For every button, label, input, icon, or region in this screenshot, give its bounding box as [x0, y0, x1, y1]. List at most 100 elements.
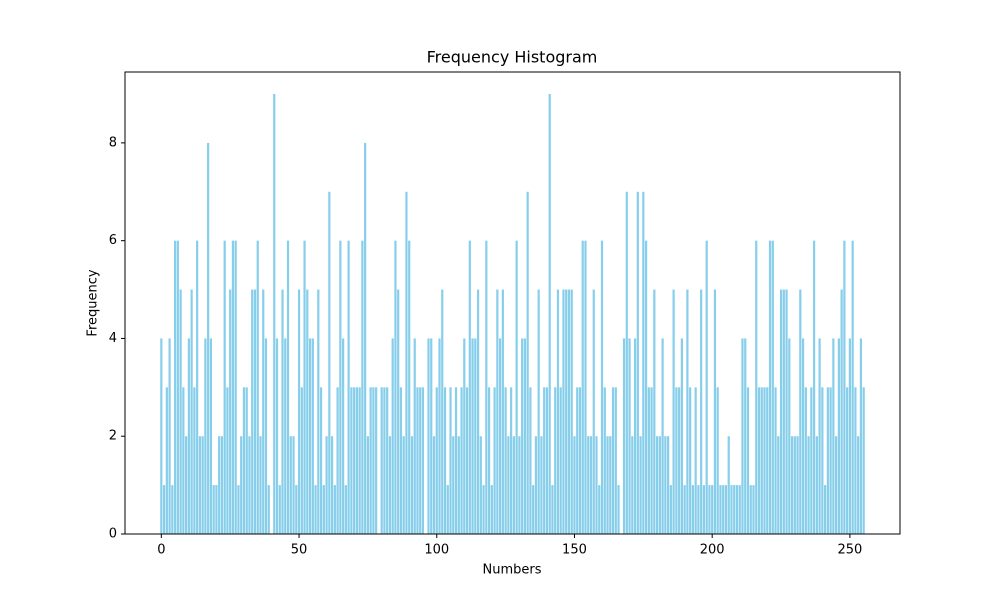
bar: [289, 436, 292, 534]
bar: [476, 289, 480, 534]
bar: [507, 436, 510, 534]
bar: [179, 289, 182, 534]
bar: [807, 436, 810, 534]
bar: [314, 485, 317, 534]
y-tick-label: 0: [109, 527, 117, 542]
bar: [468, 240, 471, 534]
bar: [782, 289, 785, 534]
bar: [515, 240, 518, 534]
bar: [719, 485, 722, 534]
bar: [763, 387, 766, 534]
bar: [686, 289, 689, 534]
bar: [333, 485, 336, 534]
bar: [757, 387, 761, 534]
bar: [347, 240, 350, 534]
bar: [432, 436, 436, 534]
bar: [554, 387, 557, 534]
bar: [430, 338, 433, 534]
bar: [416, 387, 419, 534]
bar: [275, 338, 279, 534]
bar: [771, 240, 774, 534]
bar: [570, 289, 573, 534]
bar: [598, 485, 601, 534]
bar: [636, 191, 639, 534]
bar: [421, 387, 425, 534]
y-tick-label: 6: [109, 233, 117, 248]
bar: [253, 289, 257, 534]
bar: [375, 387, 378, 534]
bar: [788, 338, 791, 534]
bar: [251, 289, 254, 534]
bar: [284, 338, 287, 534]
bar: [518, 436, 521, 534]
bar: [675, 387, 678, 534]
bar: [306, 289, 309, 534]
bar: [248, 436, 251, 534]
bar: [799, 289, 802, 534]
bar: [361, 240, 364, 534]
bar: [479, 436, 482, 534]
bar: [733, 485, 736, 534]
bar: [766, 387, 769, 534]
bar: [457, 436, 460, 534]
bar: [322, 485, 325, 534]
bar: [463, 338, 466, 534]
bar: [471, 338, 474, 534]
bar: [556, 289, 560, 534]
bar: [672, 289, 675, 534]
bar: [790, 436, 794, 534]
bar: [413, 338, 416, 534]
bar: [229, 289, 232, 534]
bar: [496, 289, 499, 534]
bar: [835, 436, 838, 534]
bar: [603, 387, 606, 534]
bar: [846, 387, 849, 534]
bar: [779, 289, 783, 534]
bar: [777, 436, 780, 534]
bar: [724, 485, 728, 534]
bar: [512, 436, 515, 534]
bar: [443, 387, 447, 534]
bar: [796, 436, 799, 534]
bar: [606, 436, 609, 534]
bar: [708, 485, 711, 534]
bar: [727, 436, 730, 534]
bar: [614, 387, 617, 534]
bar: [190, 289, 193, 534]
bar: [521, 338, 524, 534]
bar: [278, 485, 281, 534]
bar: [548, 94, 551, 534]
bar: [297, 289, 301, 534]
bar: [262, 289, 265, 534]
bar: [419, 387, 422, 534]
bar: [394, 240, 397, 534]
bar: [286, 240, 290, 534]
bar: [697, 485, 700, 534]
bar: [804, 387, 807, 534]
bar: [342, 338, 345, 534]
bar: [485, 240, 488, 534]
bar: [746, 387, 750, 534]
bar: [589, 436, 593, 534]
bar: [647, 387, 650, 534]
bar: [369, 387, 372, 534]
bar: [311, 338, 314, 534]
bar: [578, 387, 582, 534]
bar: [801, 338, 805, 534]
bar: [741, 338, 744, 534]
bar: [702, 485, 706, 534]
bar: [711, 485, 714, 534]
bar: [609, 436, 612, 534]
bar: [824, 485, 827, 534]
bar: [559, 387, 562, 534]
bar: [584, 240, 587, 534]
bar: [716, 387, 719, 534]
bar: [220, 436, 224, 534]
bar: [460, 387, 463, 534]
bar: [364, 142, 367, 534]
bar: [504, 387, 507, 534]
bar: [196, 240, 199, 534]
bar: [848, 338, 852, 534]
bar: [744, 338, 747, 534]
